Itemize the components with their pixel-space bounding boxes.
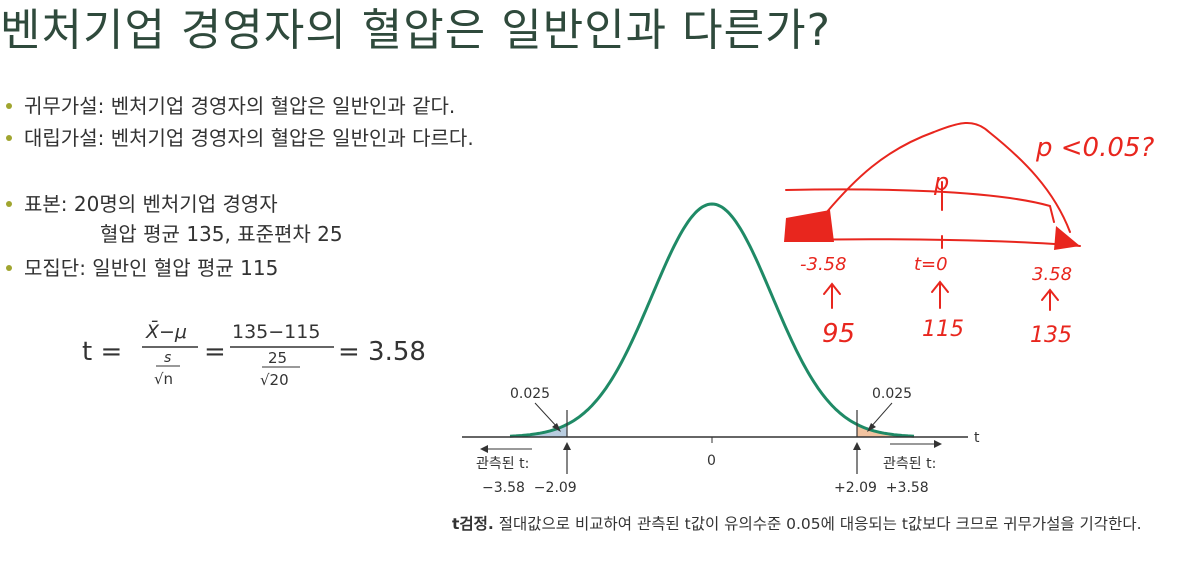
caption-title: t검정.	[452, 515, 494, 533]
formula-den-root-n: √n	[154, 370, 173, 388]
null-hypothesis-text: 귀무가설: 벤처기업 경영자의 혈압은 일반인과 같다.	[24, 94, 456, 118]
bell-curve	[509, 202, 915, 438]
right-tail-label: 0.025	[872, 386, 912, 402]
bullet-dot	[6, 264, 12, 271]
hand-right-tail	[1054, 226, 1080, 250]
t-axis-label: t	[974, 430, 980, 446]
left-out-arrowhead	[480, 445, 488, 453]
observed-t-right: 관측된 t:	[883, 456, 936, 472]
left-tail-area	[510, 424, 567, 437]
right-tail-pointer-head	[867, 423, 876, 432]
hand-p-label: p	[933, 168, 949, 196]
hand-left-arrow	[823, 282, 841, 309]
sample-stats-text: 혈압 평균 135, 표준편차 25	[100, 222, 343, 246]
t-formula: t = X̄−μ s √n = 135−115 25 √20 = 3.58	[82, 319, 426, 389]
formula-den-s: s	[164, 350, 171, 366]
hand-lower-bar	[791, 238, 1081, 247]
handwritten-annotation: p <0.05? p -3.58 t=0 3.58 95 115 135	[784, 122, 1154, 349]
right-up-arrowhead	[853, 442, 861, 450]
left-tail-pointer-head	[552, 423, 561, 432]
hand-center-val: 115	[922, 317, 964, 342]
hand-left-val: 95	[822, 319, 855, 349]
formula-numerator-values: 135−115	[232, 321, 320, 343]
caption-text: 절대값으로 비교하여 관측된 t값이 유의수준 0.05에 대응되는 t값보다 …	[493, 515, 1142, 533]
left-up-arrowhead	[563, 442, 571, 450]
page-title: 벤처기업 경영자의 혈압은 일반인과 다른가?	[0, 5, 831, 56]
left-t-values: −3.58 −2.09	[482, 480, 577, 496]
population-text: 모집단: 일반인 혈압 평균 115	[24, 256, 279, 280]
left-tail-pointer	[534, 402, 559, 429]
population-item: 모집단: 일반인 혈압 평균 115	[6, 252, 278, 281]
formula-equals: =	[204, 337, 226, 367]
figure-caption: t검정. 절대값으로 비교하여 관측된 t값이 유의수준 0.05에 대응되는 …	[452, 514, 1192, 535]
hand-center-arrow	[931, 280, 949, 309]
hand-upper-bar	[785, 188, 1055, 223]
formula-t-label: t =	[82, 337, 122, 367]
hand-center-t: t=0	[914, 254, 948, 275]
observed-t-left: 관측된 t:	[476, 456, 529, 472]
bullet-dot	[6, 102, 12, 109]
formula-den-root-20: √20	[260, 371, 289, 389]
hand-right-t: 3.58	[1032, 264, 1072, 285]
alt-hypothesis-item: 대립가설: 벤처기업 경영자의 혈압은 일반인과 다르다.	[6, 122, 474, 151]
right-out-arrowhead	[934, 440, 942, 448]
bullet-dot	[6, 134, 12, 141]
t-distribution-figure: t 0 0.025 0.025 관측된 t: −3.58 −2.09 관측된 t…	[462, 202, 980, 496]
hand-right-val: 135	[1030, 323, 1072, 348]
null-hypothesis-item: 귀무가설: 벤처기업 경영자의 혈압은 일반인과 같다.	[6, 90, 455, 119]
hand-left-tail	[784, 210, 834, 242]
formula-den-25: 25	[268, 349, 287, 367]
sample-item: 표본: 20명의 벤처기업 경영자	[6, 188, 278, 217]
right-tail-area	[857, 424, 914, 437]
hand-right-arrow	[1041, 288, 1059, 311]
sample-text: 표본: 20명의 벤처기업 경영자	[24, 192, 278, 216]
hand-bell-curve	[825, 122, 1071, 233]
right-t-values: +2.09 +3.58	[834, 480, 929, 496]
hand-left-t: -3.58	[800, 254, 847, 275]
left-tail-label: 0.025	[510, 386, 550, 402]
bullet-dot	[6, 200, 12, 207]
alt-hypothesis-text: 대립가설: 벤처기업 경영자의 혈압은 일반인과 다르다.	[24, 126, 474, 150]
formula-numerator: X̄−μ	[145, 319, 187, 343]
formula-result: = 3.58	[338, 337, 426, 367]
right-tail-pointer	[869, 402, 893, 429]
hand-p-question: p <0.05?	[1035, 133, 1154, 163]
center-label: 0	[707, 453, 716, 469]
